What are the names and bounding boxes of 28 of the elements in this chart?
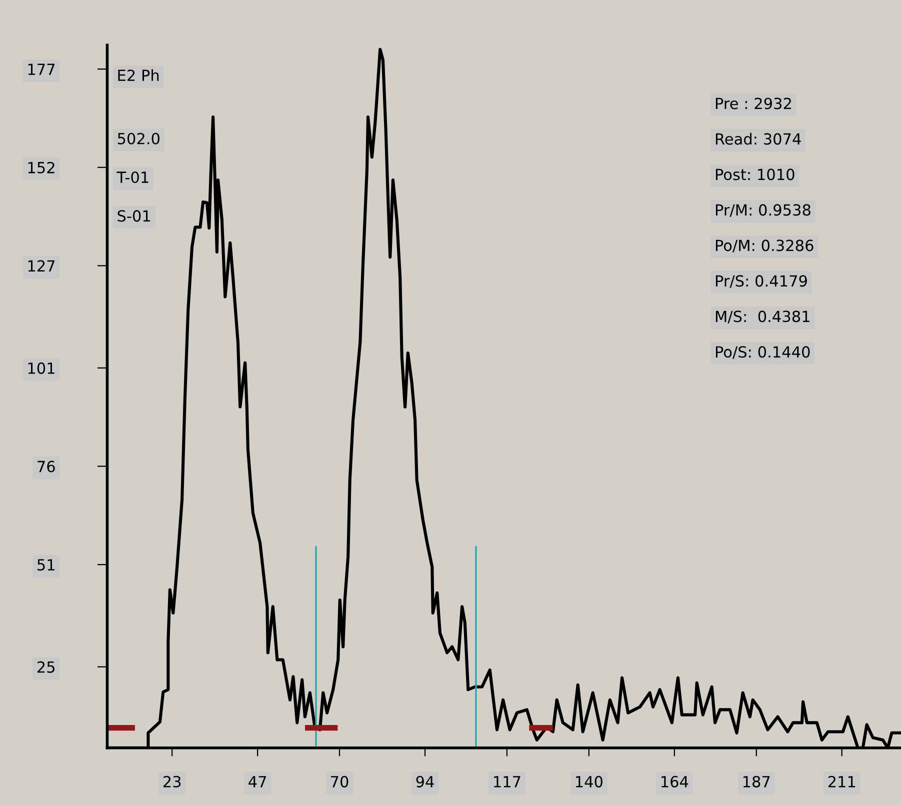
y-tick-label: 127 xyxy=(28,260,55,272)
annotation: Po/M: 0.3286 xyxy=(716,240,814,252)
y-tick-label: 152 xyxy=(28,162,54,174)
annotation: T-01 xyxy=(116,171,148,184)
x-tick-label: 187 xyxy=(743,776,770,788)
annotation: 502.0 xyxy=(118,132,160,144)
x-tick-label: 140 xyxy=(576,776,602,788)
annotation: Pre : 2932 xyxy=(716,98,791,110)
x-tick-label: 23 xyxy=(163,776,181,788)
annotation: Po/S: 0.1440 xyxy=(716,346,810,359)
y-tick-label: 25 xyxy=(38,661,54,673)
annotation: Pr/S: 0.4179 xyxy=(716,275,807,288)
x-tick-label: 47 xyxy=(248,776,266,788)
y-tick-label: 51 xyxy=(38,559,54,571)
x-tick-label: 94 xyxy=(416,776,434,788)
annotation: S-01 xyxy=(118,210,150,222)
x-tick-label: 211 xyxy=(828,776,856,788)
annotation: Read: 3074 xyxy=(716,132,801,145)
annotation: M/S: 0.4381 xyxy=(716,310,810,324)
annotation: Post: 1010 xyxy=(716,168,794,180)
x-tick-label: 70 xyxy=(331,776,348,788)
y-tick-label: 101 xyxy=(28,362,54,374)
y-tick-label: 177 xyxy=(28,64,55,75)
annotation: Pr/M: 0.9538 xyxy=(716,204,810,217)
x-tick-label: 164 xyxy=(662,776,688,788)
y-tick-label: 76 xyxy=(38,460,55,472)
x-tick-label: 117 xyxy=(494,776,520,788)
annotation: E2 Ph xyxy=(118,69,159,81)
